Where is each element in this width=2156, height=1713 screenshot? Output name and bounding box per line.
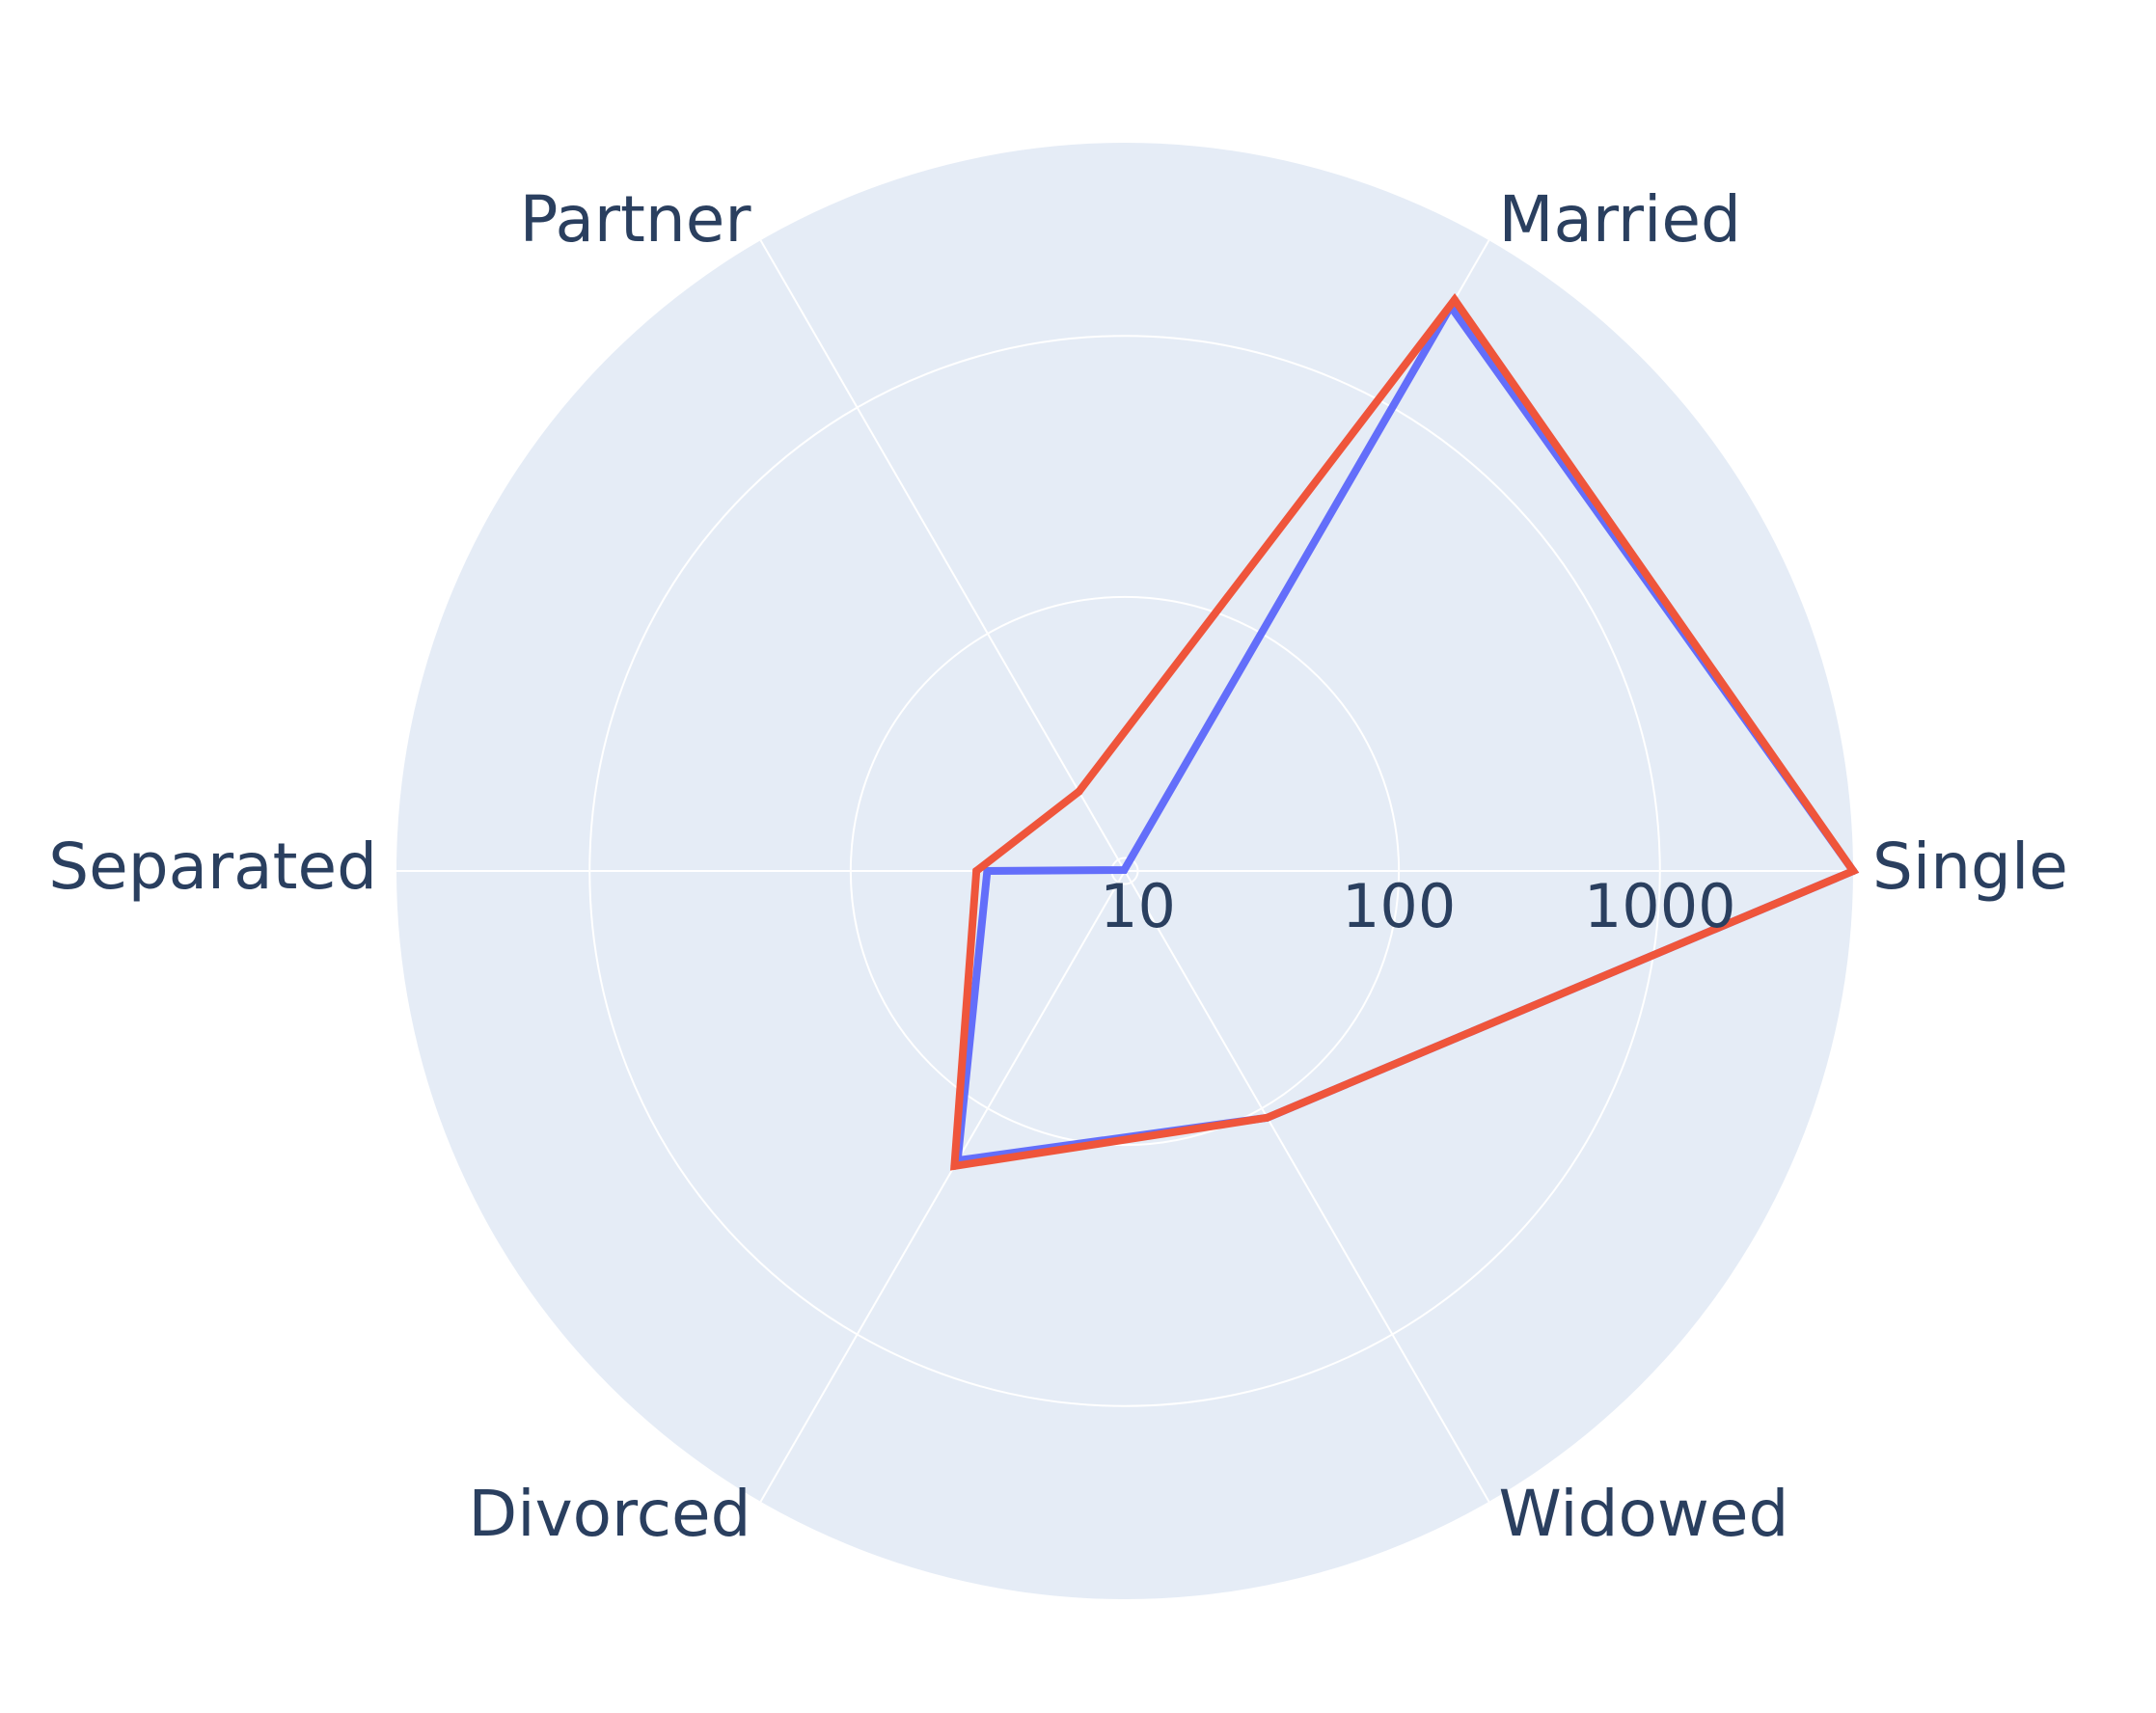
angular-tick-label-widowed: Widowed [1499, 1477, 1789, 1551]
series-2-point-separated [972, 867, 981, 875]
angular-gridline-divorced [759, 870, 1126, 1503]
series-2-point-widowed [1263, 1113, 1271, 1122]
angular-tick-label-partner: Partner [520, 182, 752, 257]
series-2-point-divorced [950, 1161, 959, 1170]
angular-tick-label-married: Married [1499, 182, 1741, 257]
series-1-point-partner [1120, 866, 1129, 875]
angular-gridline-widowed [1124, 870, 1490, 1503]
radial-tick-label-1000: 1000 [1584, 871, 1736, 941]
series-2-point-married [1450, 295, 1459, 304]
series-2-point-single [1849, 867, 1858, 875]
angular-tick-label-divorced: Divorced [468, 1477, 751, 1551]
series-2-point-partner [1075, 787, 1083, 796]
radial-tick-label-10: 10 [1100, 871, 1176, 941]
angular-tick-label-single: Single [1872, 829, 2068, 904]
angular-tick-label-separated: Separated [48, 829, 377, 904]
radial-tick-label-100: 100 [1342, 871, 1456, 941]
series-1-point-separated [983, 867, 992, 875]
angular-gridline-partner [759, 239, 1126, 872]
